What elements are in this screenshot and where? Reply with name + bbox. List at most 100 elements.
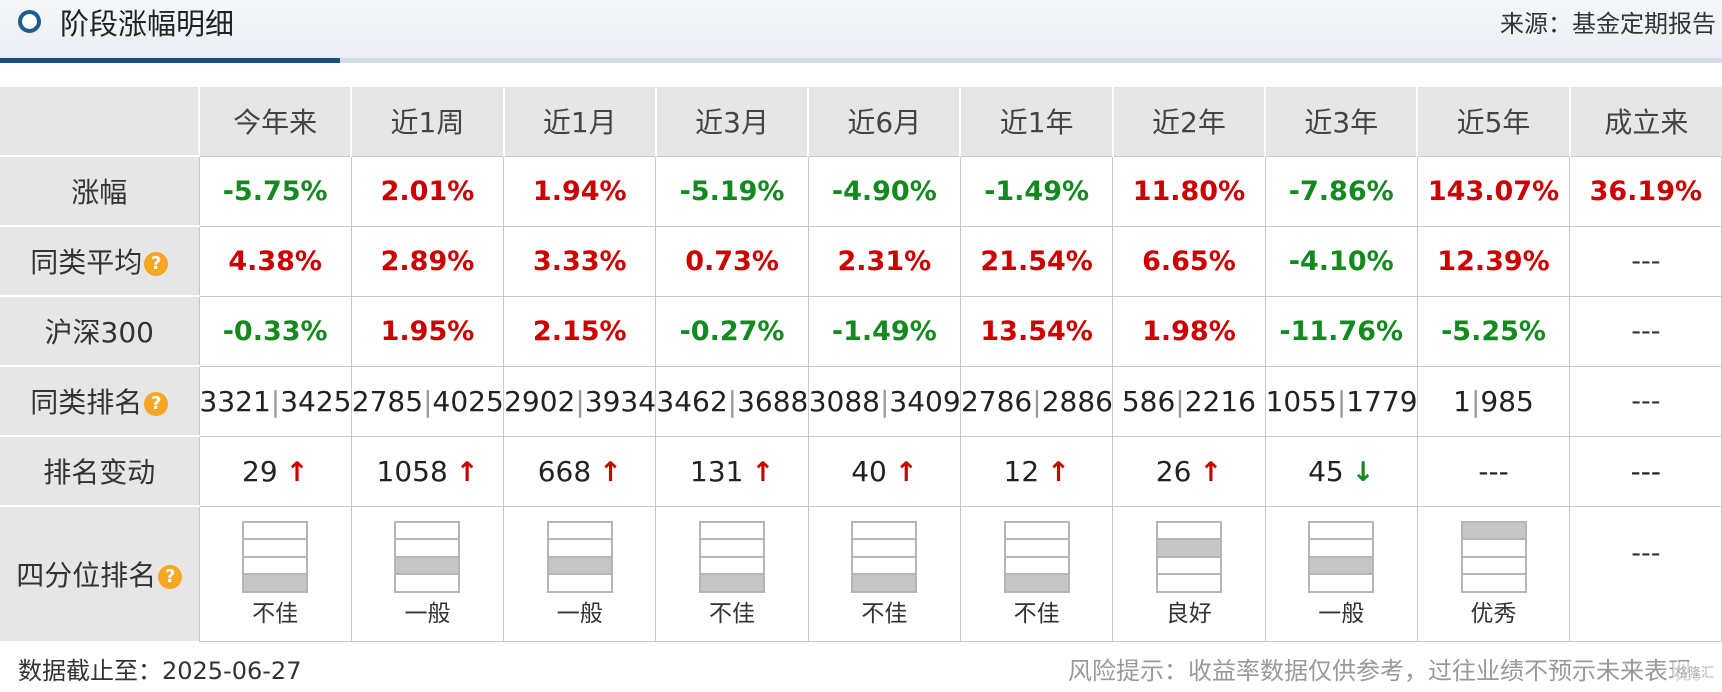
quartile-segment: [1310, 557, 1373, 575]
quartile-bar-icon: [1003, 520, 1070, 593]
arrow-up-icon: ↑: [751, 456, 775, 488]
percent-value: -7.86%: [1288, 175, 1394, 207]
rank-change-value: ---: [1478, 454, 1509, 488]
quartile-label: 不佳: [1013, 600, 1060, 627]
table-cell: 不佳: [807, 505, 961, 642]
rank-separator: |: [270, 384, 281, 418]
rank-total: 2886: [1041, 384, 1113, 418]
quartile-segment: [549, 575, 611, 591]
quartile-label: 良好: [1165, 600, 1212, 627]
percent-value: ---: [1631, 245, 1661, 277]
quartile-bar-icon: [1155, 520, 1222, 593]
quartile-segment: [1005, 575, 1068, 591]
column-header: 近6月: [807, 87, 961, 156]
quartile-segment: [701, 575, 764, 591]
quartile-bar-icon: [851, 520, 918, 593]
percent-value: 2.89%: [380, 245, 475, 277]
column-header: 近5年: [1416, 87, 1570, 156]
rank-total: 3409: [889, 384, 961, 418]
percent-value: -1.49%: [831, 315, 937, 347]
rank-total: 985: [1480, 384, 1534, 418]
percent-value: -4.90%: [831, 175, 937, 207]
table-cell: 586|2216: [1112, 365, 1266, 436]
table-cell: ---: [1569, 505, 1722, 642]
rank-separator: |: [1336, 384, 1347, 418]
corner-cell: [0, 87, 199, 156]
table-cell: 2786|2886: [959, 365, 1113, 436]
quartile-row: 四分位排名? 不佳 一般 一般 不佳 不佳 不佳 良好 一般 优秀 ---: [0, 505, 1722, 642]
table-cell: 1.94%: [503, 155, 656, 226]
quartile-segment: [244, 540, 307, 558]
table-cell: 一般: [1264, 505, 1418, 642]
table-cell: 3321|3425: [198, 365, 352, 436]
table-cell: -5.19%: [655, 155, 809, 226]
table-cell: 29 ↑: [198, 435, 352, 506]
column-header: 近1周: [350, 87, 504, 156]
table-cell: 12.39%: [1416, 225, 1570, 296]
row-label: 同类排名: [30, 386, 143, 419]
table-cell: 45 ↓: [1264, 435, 1418, 506]
peer-rank-row: 同类排名? 3321|3425 2785|4025 2902|3934 3462|368…: [0, 365, 1722, 436]
help-question-icon[interactable]: ?: [158, 565, 183, 589]
rank-position: 3321: [199, 384, 271, 418]
column-header: 今年来: [197, 87, 352, 156]
rank-total: 1779: [1346, 384, 1418, 418]
table-cell: 26 ↑: [1112, 435, 1266, 506]
quartile-segment: [1005, 540, 1068, 558]
quartile-segment: [244, 523, 307, 540]
percent-value: -1.49%: [984, 175, 1090, 207]
rank-separator: |: [879, 384, 890, 418]
quartile-segment: [548, 523, 611, 540]
quartile-bar-icon: [546, 520, 613, 593]
column-header: 近2年: [1111, 87, 1266, 156]
row-header: 涨幅: [0, 155, 199, 226]
column-header: 近3年: [1264, 87, 1418, 156]
percent-value: 3.33%: [532, 245, 627, 277]
help-question-icon[interactable]: ?: [144, 252, 169, 276]
percent-value: ---: [1631, 315, 1661, 347]
rank-separator: |: [1470, 384, 1481, 418]
rank-change-value: 12: [1003, 454, 1040, 488]
row-header: 同类平均?: [0, 225, 199, 296]
row-label: 排名变动: [43, 456, 156, 489]
arrow-up-icon: ↑: [455, 456, 479, 488]
rank-total: 3425: [280, 384, 352, 418]
table-cell: ---: [1569, 295, 1722, 366]
quartile-segment: [1462, 558, 1525, 575]
table-cell: 2.89%: [350, 225, 504, 296]
stage-performance-table: 今年来 近1周 近1月 近3月 近6月 近1年 近2年 近3年 近5年 成立来 …: [0, 87, 1722, 642]
table-cell: 1058 ↑: [350, 435, 504, 506]
quartile-bar-icon: [242, 520, 309, 593]
quartile-segment: [701, 558, 764, 575]
arrow-up-icon: ↑: [894, 456, 918, 488]
percent-value: -5.75%: [222, 175, 328, 207]
rank-change-value: 26: [1155, 454, 1192, 488]
percent-value: -0.33%: [222, 315, 328, 347]
quartile-segment: [853, 575, 916, 591]
table-cell: 40 ↑: [807, 435, 961, 506]
table-cell: 不佳: [959, 505, 1113, 642]
column-header: 近1月: [502, 87, 656, 156]
header-divider: [0, 58, 1722, 63]
rank-change-value: 45: [1308, 454, 1344, 488]
quartile-segment: [1005, 558, 1068, 575]
percent-value: -4.10%: [1288, 245, 1394, 277]
table-cell: 12 ↑: [959, 435, 1113, 506]
row-header: 四分位排名?: [0, 505, 199, 641]
percent-value: 11.80%: [1132, 175, 1246, 207]
column-header: 成立来: [1568, 87, 1722, 156]
table-cell: ---: [1569, 435, 1722, 506]
empty-value: ---: [1631, 538, 1661, 569]
quartile-segment: [853, 540, 916, 558]
table-cell: -0.33%: [198, 295, 352, 366]
table-cell: 3.33%: [503, 225, 656, 296]
help-question-icon[interactable]: ?: [144, 392, 169, 416]
quartile-segment: [701, 540, 764, 558]
quartile-label: 不佳: [252, 600, 299, 627]
percent-value: 143.07%: [1427, 175, 1560, 207]
rank-change-value: 131: [690, 454, 744, 488]
quartile-segment: [396, 575, 458, 591]
table-cell: 1.95%: [350, 295, 504, 366]
rank-total: 3688: [737, 384, 809, 418]
header-accent-bar: [0, 58, 340, 63]
